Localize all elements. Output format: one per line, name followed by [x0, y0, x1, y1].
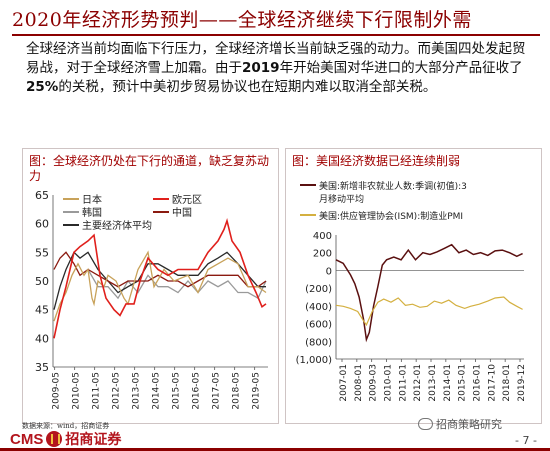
body-run: 年开始美国对华进口的大部分产品征收了 [279, 60, 523, 76]
x-tick-label: 2007-01 [339, 364, 349, 402]
series-line-eurozone [53, 218, 267, 339]
y-tick-label: 0 [326, 266, 332, 277]
series-line-china [53, 251, 267, 288]
x-tick-label: 2018-05 [232, 372, 242, 410]
y-tick-label: 40 [35, 332, 49, 345]
x-tick-label: 2013-05 [132, 372, 142, 410]
y-tick-label: 200 [313, 249, 332, 260]
y-tick-label: (1,000) [296, 355, 333, 366]
body-run: 的关税，预计中美初步贸易协议也在短期内难以取消全部关税。 [58, 79, 437, 95]
y-tick-label: (800) [305, 337, 332, 348]
x-tick-label: 2019-12 [517, 364, 527, 402]
y-tick-label: 60 [35, 218, 49, 231]
x-tick-label: 2017-05 [212, 372, 222, 410]
legend-label: 主要经济体平均 [82, 219, 152, 232]
y-tick-label: 65 [35, 189, 49, 202]
chart-panel-us-data: 图：美国经济数据已经连续削弱 (1,000) (800) (600) (400) (20… [285, 148, 542, 424]
x-tick-label: 2016-01 [473, 364, 483, 402]
body-paragraph: 全球经济当前均面临下行压力，全球经济增长当前缺乏强的动力。而美国四处发起贸易战，… [26, 40, 538, 97]
legend-label: 月移动平均 [319, 193, 364, 205]
body-run: 全球经济当前均面临下行压力，全球经济增长当前缺乏强的动力。而美国四处发起贸易战，… [26, 41, 526, 76]
legend-label: 欧元区 [172, 194, 202, 206]
x-tick-label: 2009-05 [52, 372, 62, 410]
title-divider [12, 34, 540, 36]
x-tick-label: 2013-01 [428, 364, 438, 402]
logo-latin: CMS [10, 430, 44, 448]
watermark-text: 招商策略研究 [436, 418, 502, 431]
company-logo: CMS 招商证券 [10, 430, 121, 448]
page-title: 2020年经济形势预判——全球经济继续下行限制外需 [12, 9, 472, 31]
y-tick-label: 50 [35, 275, 49, 288]
wechat-icon [418, 418, 433, 430]
y-tick-label: 35 [35, 361, 49, 374]
x-tick-label: 2011-01 [398, 364, 408, 402]
y-tick-label: (200) [305, 284, 332, 295]
chart-title: 图：美国经济数据已经连续削弱 [292, 154, 461, 168]
x-tick-label: 2011-05 [92, 372, 102, 410]
y-tick-label: 400 [313, 231, 332, 242]
x-tick-label: 2017-10 [487, 364, 497, 402]
logo-chinese: 招商证券 [65, 431, 122, 447]
global-pmi-chart: 35 40 45 50 55 60 65 2009-05 2010-05 2011-05 2012-… [35, 189, 268, 410]
x-tick-label: 2012-05 [112, 372, 122, 410]
x-tick-label: 2012-01 [413, 364, 423, 402]
x-tick-label: 2008-01 [354, 364, 364, 402]
legend-label: 中国 [172, 206, 192, 219]
y-tick-label: 45 [35, 304, 49, 317]
y-tick-label: 55 [35, 246, 49, 259]
x-tick-label: 2014-01 [443, 364, 453, 402]
y-tick-label: (600) [305, 320, 332, 331]
x-tick-label: 2009-03 [369, 364, 379, 402]
x-tick-label: 2019-05 [252, 372, 262, 410]
chart-panel-global-pmi: 图：全球经济仍处在下行的通道，缺乏复苏动力 35 40 45 50 55 60 65 2009… [22, 148, 279, 424]
chart-title: 图：全球经济仍处在下行的通道，缺乏复苏动力 [29, 154, 270, 183]
legend-label: 美国:新增非农就业人数:季调(初值):3 [319, 180, 467, 192]
series-line-us_ism [335, 296, 523, 327]
x-tick-label: 2018-01 [502, 364, 512, 402]
legend-label: 韩国 [82, 206, 102, 219]
y-tick-label: (400) [305, 302, 332, 313]
watermark: 招商策略研究 [418, 416, 502, 432]
x-tick-label: 2015-05 [172, 372, 182, 410]
x-tick-label: 2015-01 [458, 364, 468, 402]
logo-badge-icon [46, 431, 63, 447]
x-tick-label: 2010-01 [384, 364, 394, 402]
x-tick-label: 2016-05 [192, 372, 202, 410]
us-economy-chart: (1,000) (800) (600) (400) (200) 0 200 400 2007-0… [296, 180, 527, 402]
source-note: 数据来源：wind，招商证券 [22, 422, 110, 430]
legend-label: 美国:供应管理协会(ISM):制造业PMI [319, 210, 463, 222]
series-line-korea [87, 269, 267, 300]
series-line-us_nfp [335, 243, 523, 343]
legend-label: 日本 [82, 193, 102, 206]
page-number: - 7 - [515, 434, 537, 447]
x-tick-label: 2010-05 [72, 372, 82, 410]
bottom-divider [0, 448, 550, 451]
body-emphasis: 25% [26, 79, 59, 95]
x-tick-label: 2014-05 [152, 372, 162, 410]
body-emphasis: 2019 [242, 60, 280, 76]
